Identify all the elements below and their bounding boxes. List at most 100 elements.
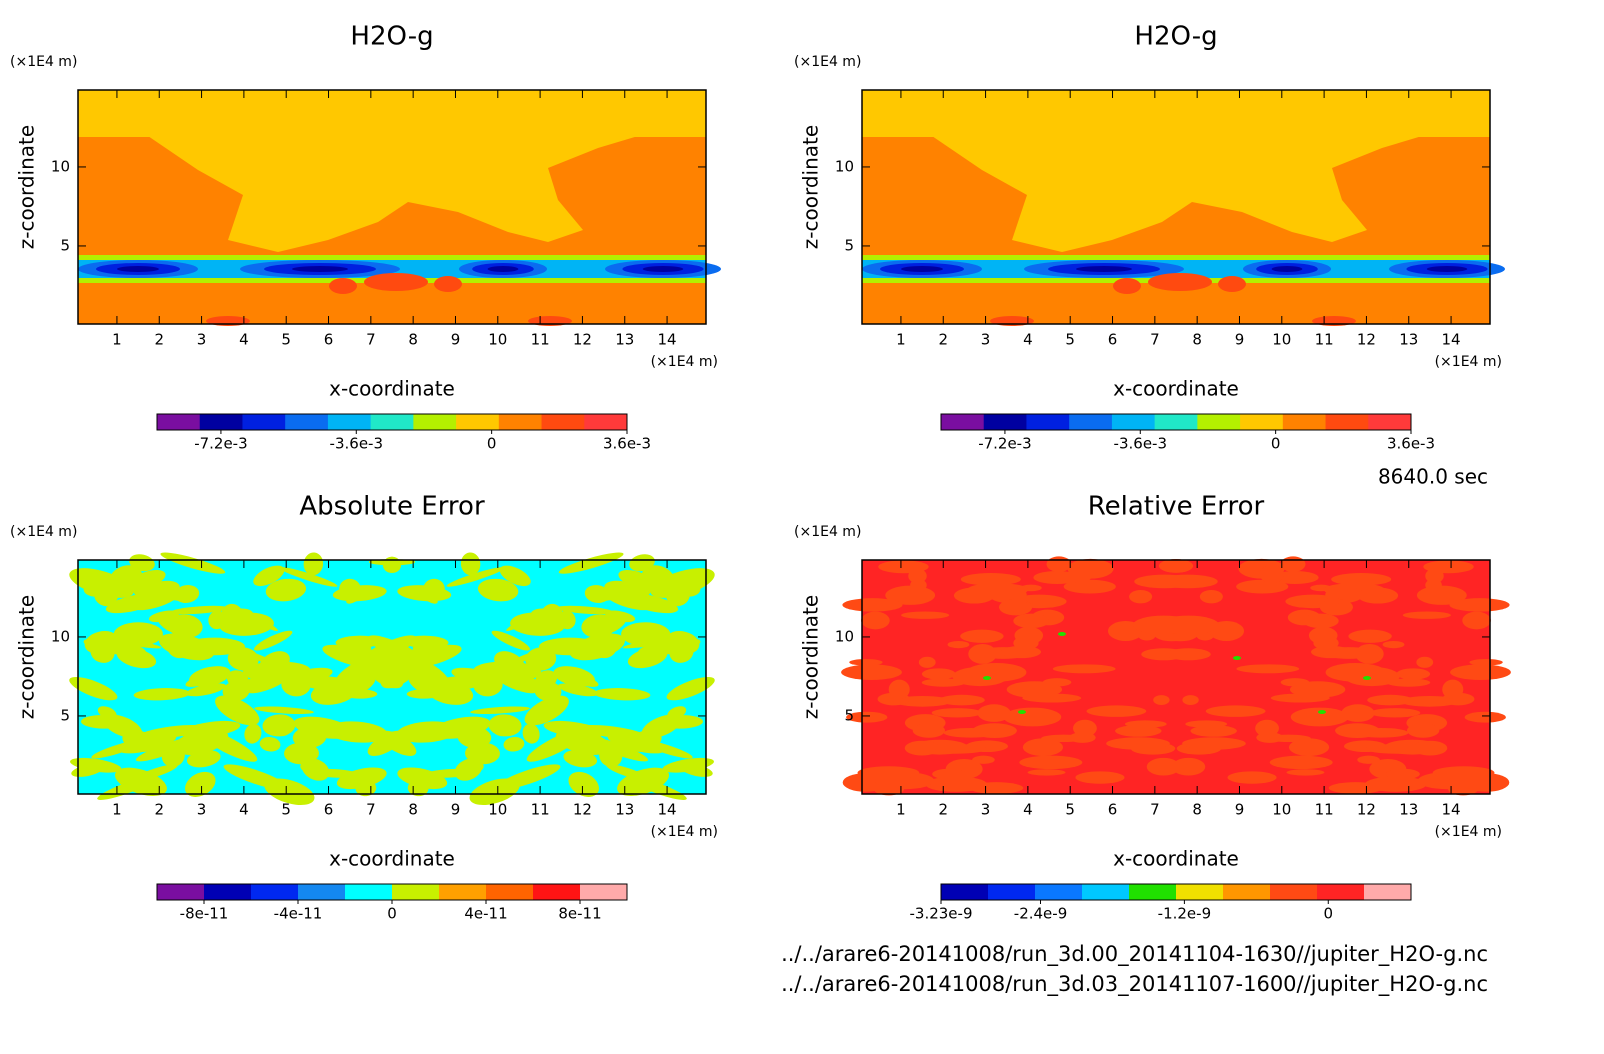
field (1158, 559, 1194, 573)
y-axis-label: z-coordinate (15, 125, 39, 249)
field (1416, 585, 1467, 605)
x-tick-label: 9 (1235, 331, 1245, 349)
field (300, 761, 322, 774)
field (922, 744, 987, 754)
x-tick-label: 2 (154, 331, 164, 349)
x-tick-label: 13 (1399, 331, 1418, 349)
field (1462, 611, 1491, 630)
colorbar-tick-label: 3.6e-3 (603, 435, 651, 453)
x-tick-label: 1 (896, 331, 906, 349)
field (1269, 755, 1333, 770)
field (134, 764, 178, 781)
chart-title: H2O-g (1134, 22, 1217, 52)
x-tick-label: 8 (1192, 331, 1202, 349)
x-tick-label: 3 (197, 801, 207, 819)
x-tick-label: 11 (531, 331, 550, 349)
x-tick-label: 3 (981, 331, 991, 349)
field (148, 136, 638, 252)
field (1325, 662, 1386, 682)
field (262, 714, 296, 737)
field (1255, 719, 1279, 737)
colorbar-swatch (204, 884, 252, 900)
field (259, 736, 281, 752)
field (579, 724, 647, 740)
field (160, 552, 226, 574)
colorbar-swatch (1176, 884, 1224, 900)
x-tick-label: 1 (112, 331, 122, 349)
field (1157, 574, 1218, 589)
colorbar-swatch (1270, 884, 1318, 900)
field (606, 764, 650, 781)
colorbar-tick-label: -7.2e-3 (194, 435, 247, 453)
field (968, 644, 997, 664)
field (462, 761, 484, 774)
colorbar-swatch (1035, 884, 1083, 900)
field (1124, 720, 1167, 728)
field (1425, 568, 1444, 584)
colorbar-frame (156, 413, 628, 431)
chart-title: H2O-g (350, 22, 433, 52)
field (921, 668, 956, 680)
colorbar-tick-label: 0 (487, 435, 497, 453)
colorbar-swatch (541, 414, 585, 430)
field (1171, 757, 1206, 776)
field (1369, 708, 1421, 718)
field (491, 630, 531, 651)
colorbar-swatch (345, 884, 393, 900)
field (1000, 645, 1041, 659)
field (1236, 579, 1289, 594)
colorbar-tick-label: -8e-11 (180, 905, 229, 923)
field (1233, 656, 1241, 660)
field (421, 676, 487, 692)
field (1271, 266, 1303, 272)
y-axis-label: z-coordinate (799, 595, 823, 719)
field (627, 647, 668, 669)
field (972, 755, 995, 764)
field (1335, 723, 1380, 739)
field (381, 653, 415, 663)
y-tick-label: 10 (835, 627, 854, 645)
field (590, 613, 627, 636)
colorbar-tick-label: -1.2e-9 (1158, 905, 1211, 923)
colorbar-swatch (1325, 414, 1369, 430)
field (931, 708, 983, 718)
field (1406, 723, 1440, 738)
x-tick-label: 6 (324, 331, 334, 349)
field (1073, 719, 1097, 737)
field (912, 723, 946, 738)
field (1146, 757, 1181, 776)
field (133, 688, 191, 701)
field (846, 711, 888, 723)
field (921, 678, 966, 687)
field (159, 592, 189, 601)
x-unit: (×1E4 m) (1435, 824, 1502, 840)
x-tick-label: 5 (281, 331, 291, 349)
field (960, 573, 1021, 586)
colorbar-swatch (941, 414, 985, 430)
field (364, 273, 428, 291)
field (604, 580, 651, 608)
colorbar-swatch (1240, 414, 1284, 430)
x-tick-label: 2 (938, 331, 948, 349)
field (297, 676, 363, 692)
field (1022, 738, 1064, 757)
field (133, 580, 180, 608)
field (530, 608, 567, 625)
chart-title: Relative Error (1088, 492, 1265, 522)
colorbar-swatch (580, 884, 628, 900)
y-tick-label: 10 (835, 157, 854, 175)
field (677, 582, 701, 597)
x-tick-label: 10 (1272, 801, 1291, 819)
colorbar-swatch (439, 884, 487, 900)
colorbar-swatch (584, 414, 628, 430)
field (1058, 632, 1066, 636)
field (1432, 766, 1495, 780)
field (534, 681, 562, 702)
field (78, 90, 706, 137)
y-tick-label: 5 (60, 706, 70, 724)
x-tick-label: 7 (366, 331, 376, 349)
field (451, 667, 499, 685)
field (397, 585, 452, 602)
field (1365, 776, 1427, 792)
